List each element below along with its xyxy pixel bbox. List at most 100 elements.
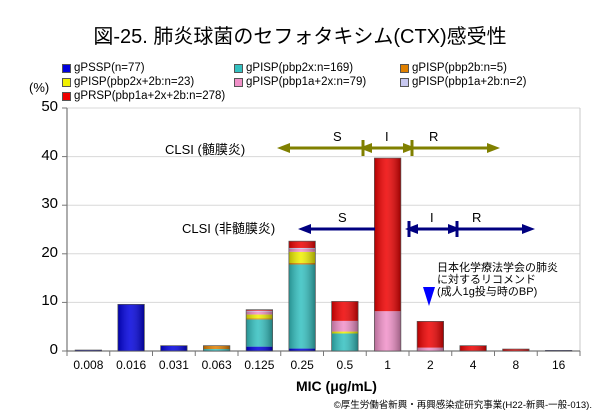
legend-swatch bbox=[400, 63, 409, 73]
legend-swatch bbox=[62, 77, 71, 87]
legend-swatch bbox=[234, 63, 243, 73]
bar-outline bbox=[74, 349, 102, 352]
bar-outline bbox=[459, 345, 487, 352]
x-axis-label: MIC (μg/mL) bbox=[296, 378, 377, 394]
bar-segment-shade bbox=[246, 318, 273, 320]
legend-swatch bbox=[400, 77, 409, 87]
legend-label: gPISP(pbp2x:n=169) bbox=[246, 62, 354, 74]
legend-swatch bbox=[62, 63, 71, 73]
bar-segment-shade bbox=[417, 347, 444, 351]
x-tick-label: 0.25 bbox=[290, 358, 314, 372]
bar-segment-shade bbox=[288, 241, 316, 248]
chart-title: 図-25. 肺炎球菌のセフォタキシム(CTX)感受性 bbox=[93, 26, 507, 48]
clsi-meningitis-i: I bbox=[385, 129, 389, 144]
legend-item: gPISP(pbp2b:n=5) bbox=[400, 62, 507, 74]
x-tick-label: 16 bbox=[551, 358, 566, 372]
y-tick-label: 0 bbox=[49, 341, 58, 358]
legend-item: gPISP(pbp2x+2b:n=23) bbox=[62, 76, 194, 88]
clsi-meningitis-label: CLSI (髄膜炎) bbox=[165, 142, 246, 157]
bar-segment-shade bbox=[246, 309, 273, 311]
x-tick-label: 0.016 bbox=[116, 358, 147, 372]
bar-outline bbox=[160, 345, 188, 352]
recommendation-line-1: 日本化学療法学会の肺炎 bbox=[437, 262, 558, 274]
bar-segment-shade bbox=[331, 320, 359, 332]
x-tick-label: 2 bbox=[427, 358, 434, 372]
legend-label: gPISP(pbp2x+2b:n=23) bbox=[74, 76, 195, 88]
bar-segment-shade bbox=[288, 248, 316, 252]
x-tick-label: 0.063 bbox=[201, 358, 232, 372]
bar-segment-shade bbox=[288, 264, 316, 349]
clsi-meningitis-r: R bbox=[429, 129, 439, 144]
bar-segment-shade bbox=[160, 345, 188, 351]
clsi-non-meningitis-s-left-arrowhead bbox=[298, 224, 311, 234]
clsi-non-meningitis-label: CLSI (非髄膜炎) bbox=[182, 221, 276, 236]
bar-outline bbox=[374, 157, 402, 352]
bar-segment-shade bbox=[203, 349, 230, 351]
y-tick-label: 30 bbox=[41, 195, 58, 213]
x-tick-label: 0.008 bbox=[73, 358, 104, 372]
bar-segment-shade bbox=[331, 333, 359, 351]
clsi-meningitis-s: S bbox=[333, 129, 342, 144]
bar-segment-shade bbox=[246, 319, 273, 347]
legend-item: gPISP(pbp2x:n=169) bbox=[234, 62, 353, 74]
bar-outline bbox=[331, 301, 359, 352]
recommendation-marker-icon bbox=[423, 287, 435, 306]
x-tick-label: 1 bbox=[384, 358, 391, 372]
bar-outline bbox=[245, 309, 273, 352]
recommendation-note: 日本化学療法学会の肺炎 に対するリコメンド (成人1g投与時のBP) bbox=[437, 262, 558, 298]
bar-segment-shade bbox=[288, 247, 316, 249]
legend-label: gPISP(pbp1a+2x:n=79) bbox=[246, 76, 367, 88]
legend-label: gPRSP(pbp1a+2x+2b:n=278) bbox=[74, 90, 226, 102]
legend-swatch bbox=[234, 77, 243, 87]
bar-segment-shade bbox=[246, 314, 273, 319]
clsi-non-meningitis-r: R bbox=[472, 210, 482, 225]
clsi-non-meningitis-i-left-arrowhead bbox=[405, 224, 418, 234]
legend-item: gPISP(pbp1a+2x:n=79) bbox=[234, 76, 366, 88]
clsi-non-meningitis-i: I bbox=[430, 210, 434, 225]
clsi-meningitis-s-left-arrowhead bbox=[277, 143, 290, 153]
bar-outline bbox=[288, 240, 316, 352]
bar-segment-shade bbox=[417, 321, 444, 348]
bar-segment-shade bbox=[288, 251, 316, 264]
y-tick-label: 50 bbox=[41, 98, 58, 115]
bar-segment-shade bbox=[331, 331, 359, 334]
legend-item: gPSSP(n=77) bbox=[62, 62, 145, 74]
bar-segment-shade bbox=[203, 345, 230, 350]
bar-outline bbox=[203, 345, 231, 352]
x-tick-label: 0.031 bbox=[158, 358, 189, 372]
y-tick-label: 10 bbox=[41, 292, 58, 310]
clsi-non-meningitis-i-right-arrowhead bbox=[448, 224, 461, 234]
bar-segment-shade bbox=[288, 263, 316, 265]
bar-segment-shade bbox=[246, 346, 273, 351]
bar-segment-shade bbox=[374, 311, 401, 351]
y-tick-label: 40 bbox=[41, 146, 58, 164]
legend-item: gPRSP(pbp1a+2x+2b:n=278) bbox=[62, 90, 225, 102]
legend-label: gPISP(pbp1a+2b:n=2) bbox=[412, 76, 527, 88]
bar-segment-shade bbox=[502, 349, 530, 351]
bar-outline bbox=[117, 303, 145, 352]
recommendation-line-2: に対するリコメンド bbox=[437, 274, 536, 286]
bar-outline bbox=[502, 348, 530, 352]
clsi-non-meningitis-s: S bbox=[338, 210, 347, 225]
bar-outline bbox=[416, 321, 444, 352]
x-tick-label: 0.125 bbox=[244, 358, 275, 372]
y-tick-label: 20 bbox=[41, 243, 58, 261]
x-tick-label: 4 bbox=[469, 358, 477, 372]
clsi-meningitis-r-right-arrowhead bbox=[487, 143, 500, 153]
legend-label: gPISP(pbp2b:n=5) bbox=[412, 62, 507, 74]
bar-segment-shade bbox=[75, 350, 102, 351]
bar-segment-shade bbox=[246, 311, 273, 315]
bar-segment-shade bbox=[288, 348, 316, 351]
clsi-non-meningitis-r-right-arrowhead bbox=[522, 224, 535, 234]
clsi-meningitis-i-right-arrowhead bbox=[403, 143, 416, 153]
legend-label: gPSSP(n=77) bbox=[74, 62, 145, 74]
bar-segment-shade bbox=[331, 301, 359, 321]
bar-segment-shade bbox=[117, 304, 145, 351]
x-tick-label: 8 bbox=[512, 358, 520, 372]
bar-segment-shade bbox=[246, 310, 273, 312]
recommendation-line-3: (成人1g投与時のBP) bbox=[437, 286, 538, 298]
legend-item: gPISP(pbp1a+2b:n=2) bbox=[400, 76, 526, 88]
legend-swatch bbox=[62, 91, 71, 101]
bar-segment-shade bbox=[459, 345, 487, 351]
